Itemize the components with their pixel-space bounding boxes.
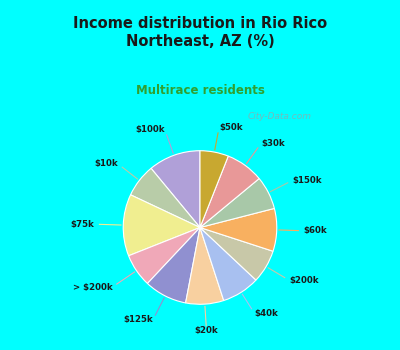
Text: Multirace residents: Multirace residents bbox=[136, 84, 264, 97]
Wedge shape bbox=[148, 228, 200, 303]
Wedge shape bbox=[186, 228, 224, 304]
Text: $150k: $150k bbox=[292, 176, 322, 185]
Wedge shape bbox=[129, 228, 200, 284]
Text: $10k: $10k bbox=[94, 160, 118, 168]
Text: $200k: $200k bbox=[289, 276, 319, 285]
Text: $50k: $50k bbox=[219, 124, 243, 132]
Wedge shape bbox=[130, 168, 200, 228]
Wedge shape bbox=[200, 208, 277, 251]
Text: $60k: $60k bbox=[304, 226, 327, 235]
Text: $75k: $75k bbox=[70, 220, 94, 229]
Wedge shape bbox=[123, 195, 200, 256]
Wedge shape bbox=[200, 178, 274, 228]
Text: > $200k: > $200k bbox=[73, 282, 112, 292]
Text: Income distribution in Rio Rico
Northeast, AZ (%): Income distribution in Rio Rico Northeas… bbox=[73, 16, 327, 49]
Wedge shape bbox=[200, 151, 228, 228]
Text: $20k: $20k bbox=[195, 327, 218, 335]
Text: $100k: $100k bbox=[135, 126, 165, 134]
Text: $125k: $125k bbox=[123, 315, 153, 324]
Wedge shape bbox=[200, 156, 259, 228]
Wedge shape bbox=[151, 151, 200, 228]
Wedge shape bbox=[200, 228, 273, 280]
Wedge shape bbox=[200, 228, 256, 301]
Text: City-Data.com: City-Data.com bbox=[248, 112, 312, 121]
Text: $30k: $30k bbox=[261, 139, 285, 148]
Text: $40k: $40k bbox=[254, 309, 278, 317]
